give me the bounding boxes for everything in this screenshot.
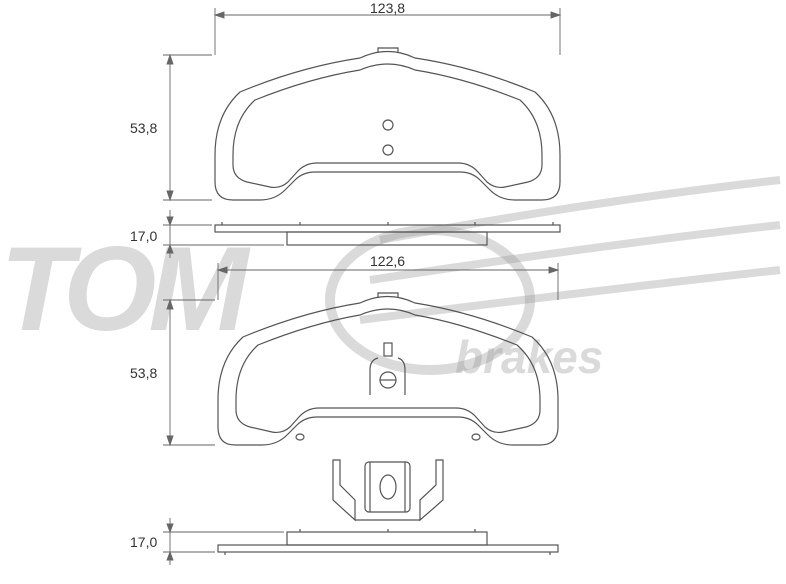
dim-top-width: 123,8 [370, 0, 405, 16]
dimension-lines [163, 8, 560, 565]
drawing-svg [0, 0, 786, 584]
dim-bottom-width: 122,6 [370, 253, 405, 269]
watermark-swoosh [330, 180, 780, 370]
dim-top-thickness: 17,0 [130, 228, 157, 244]
wear-clip [333, 460, 443, 520]
top-pad-face [215, 48, 560, 200]
dim-top-height: 53,8 [130, 120, 157, 136]
dim-bottom-height: 53,8 [130, 365, 157, 381]
bottom-pad-side [218, 529, 558, 555]
dim-bottom-thickness: 17,0 [130, 534, 157, 550]
